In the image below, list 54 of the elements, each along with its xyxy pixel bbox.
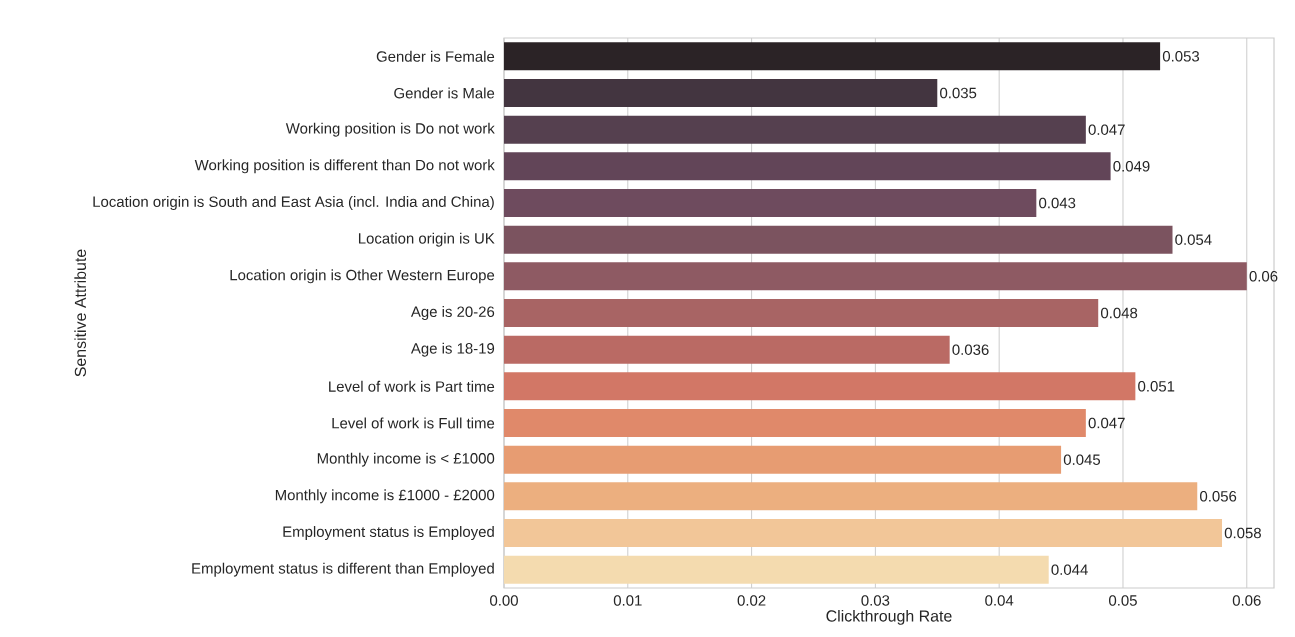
x-tick-label: 0.03 [861, 595, 890, 606]
y-tick-label: Location origin is UK [358, 232, 495, 247]
bar [504, 299, 1099, 327]
bar [504, 225, 1173, 254]
bar [504, 42, 1161, 71]
y-axis-title: Sensitive Attribute [74, 249, 87, 377]
y-tick-label: Age is 20-26 [410, 306, 495, 320]
x-tick-label: 0.00 [490, 595, 518, 606]
data-label: 0.048 [1101, 307, 1138, 319]
y-tick-label: Location origin is Other Western Europe [230, 269, 495, 284]
bar [504, 189, 1037, 217]
data-label: 0.036 [952, 344, 989, 355]
y-tick-label: Gender is Male [394, 87, 495, 99]
x-tick-label: 0.05 [1109, 595, 1137, 606]
y-tick-label: Level of work is Full time [332, 417, 495, 429]
y-tick-label: Gender is Female [376, 50, 495, 62]
y-tick-label: Employment status is different than Employed [192, 562, 494, 577]
bar [504, 555, 1049, 584]
y-tick-label: Working position is Do not work [285, 122, 495, 137]
y-tick-label: Age is 18-19 [410, 342, 495, 357]
data-label: 0.051 [1138, 381, 1175, 392]
bar [504, 262, 1247, 291]
data-label: 0.06 [1249, 271, 1278, 282]
x-axis-title: Clickthrough Rate [826, 609, 952, 625]
bar [504, 115, 1086, 144]
data-label: 0.056 [1200, 491, 1237, 502]
bar [504, 79, 938, 107]
data-label: 0.045 [1063, 454, 1101, 465]
bar [504, 152, 1111, 181]
y-tick-label: Monthly income is £1000 - £2000 [275, 489, 495, 504]
data-label: 0.047 [1088, 417, 1125, 429]
y-tick-label: Location origin is South and East Asia (incl. India and China) [93, 196, 494, 210]
data-label: 0.049 [1113, 161, 1150, 172]
y-tick-label: Working position is different than Do not work [194, 159, 495, 174]
data-label: 0.035 [940, 87, 977, 99]
bar [504, 372, 1136, 401]
bar [504, 335, 950, 364]
data-label: 0.053 [1162, 51, 1200, 62]
data-label: 0.047 [1088, 124, 1125, 135]
x-tick-label: 0.06 [1232, 595, 1261, 606]
bar [504, 409, 1086, 437]
bar [504, 482, 1198, 511]
data-label: 0.043 [1039, 197, 1076, 209]
x-tick-label: 0.01 [613, 595, 642, 606]
bar [504, 445, 1062, 474]
data-label: 0.044 [1051, 564, 1088, 575]
y-tick-label: Employment status is Employed [283, 526, 494, 540]
x-tick-label: 0.02 [737, 595, 766, 606]
data-label: 0.054 [1175, 234, 1212, 245]
x-tick-label: 0.04 [985, 595, 1014, 606]
y-tick-label: Monthly income is < £1000 [317, 452, 495, 467]
data-label: 0.058 [1224, 527, 1261, 539]
y-tick-label: Level of work is Part time [329, 380, 495, 392]
bar [504, 519, 1223, 548]
